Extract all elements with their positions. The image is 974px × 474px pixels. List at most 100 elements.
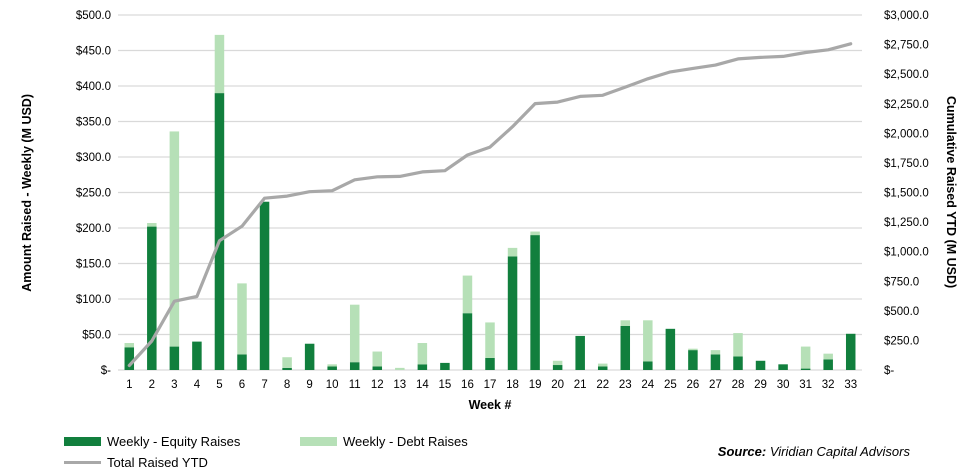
left-axis-tick-labels: $500.0 $450.0 $400.0 $350.0 $300.0 $250.0 $200…: [76, 10, 111, 377]
debt-bar: [282, 357, 292, 368]
svg-text:$200.0: $200.0: [76, 223, 111, 235]
equity-bar: [417, 364, 428, 370]
debt-bar: [237, 283, 247, 355]
svg-text:$250.0: $250.0: [76, 188, 111, 200]
svg-text:3: 3: [171, 379, 177, 391]
equity-bar: [710, 354, 721, 370]
svg-text:25: 25: [664, 379, 677, 391]
svg-text:$3,000.0: $3,000.0: [884, 10, 929, 22]
equity-bar: [440, 362, 450, 370]
debt-bar: [800, 346, 811, 369]
equity-bar: [485, 357, 495, 370]
gridlines: [118, 14, 862, 371]
left-axis-title: Amount Raised - Weekly (M USD): [20, 93, 34, 292]
equity-bar: [800, 368, 811, 370]
svg-text:31: 31: [799, 379, 812, 391]
svg-text:$2,500.0: $2,500.0: [884, 69, 929, 81]
debt-bar: [214, 34, 225, 94]
x-axis-tick-labels: 1 2 3 4 5 6 7 8 9 10 11 12 13 14 15 16 17 18 19 20 21 22 23 24 2…: [126, 379, 857, 391]
debt-swatch-icon: [300, 437, 337, 446]
debt-bar: [620, 320, 631, 326]
svg-text:16: 16: [461, 379, 474, 391]
svg-text:12: 12: [371, 379, 384, 391]
equity-bar: [575, 335, 585, 370]
svg-text:$1,000.0: $1,000.0: [884, 247, 929, 259]
equity-bar: [282, 367, 292, 370]
svg-text:15: 15: [439, 379, 452, 391]
svg-text:$2,750.0: $2,750.0: [884, 40, 929, 52]
ytd-line-swatch-icon: [64, 461, 101, 464]
svg-text:10: 10: [326, 379, 339, 391]
debt-bar: [417, 343, 428, 365]
equity-bar: [237, 354, 247, 370]
debt-bar: [507, 247, 518, 257]
svg-text:9: 9: [306, 379, 312, 391]
ytd-line-series: [127, 42, 853, 368]
svg-text:1: 1: [126, 379, 132, 391]
x-axis-title: Week #: [468, 398, 512, 412]
svg-text:7: 7: [261, 379, 267, 391]
svg-text:6: 6: [239, 379, 245, 391]
svg-text:19: 19: [529, 379, 542, 391]
equity-bar: [823, 359, 833, 370]
debt-bar: [124, 343, 135, 348]
equity-bar: [688, 350, 698, 370]
equity-bar: [552, 365, 563, 370]
svg-text:$450.0: $450.0: [76, 46, 111, 58]
equity-bar: [169, 346, 180, 370]
legend-label-ytd: Total Raised YTD: [107, 455, 208, 470]
legend-item-equity: Weekly - Equity Raises: [64, 434, 240, 449]
equity-bar: [147, 226, 157, 370]
svg-text:$2,250.0: $2,250.0: [884, 99, 929, 111]
equity-swatch-icon: [64, 437, 101, 446]
equity-bar: [620, 325, 631, 370]
debt-bar: [552, 360, 563, 366]
svg-text:17: 17: [484, 379, 497, 391]
legend-label-equity: Weekly - Equity Raises: [107, 434, 241, 449]
debt-bar: [643, 320, 653, 362]
right-axis-title-container: Cumulative Raised YTD (M USD): [938, 15, 964, 370]
debt-bar: [710, 350, 721, 355]
svg-text:$1,500.0: $1,500.0: [884, 188, 929, 200]
svg-text:$500.0: $500.0: [884, 306, 919, 318]
svg-text:33: 33: [844, 379, 857, 391]
equity-bar: [643, 361, 653, 370]
equity-bar: [349, 362, 360, 370]
svg-text:11: 11: [349, 379, 361, 391]
debt-bar: [169, 131, 180, 347]
equity-bars: [124, 93, 856, 370]
svg-text:13: 13: [393, 379, 406, 391]
legend-label-debt: Weekly - Debt Raises: [343, 434, 468, 449]
source-label: Source:: [717, 444, 767, 459]
svg-text:$250.0: $250.0: [884, 335, 919, 347]
right-axis-tick-labels: $3,000.0 $2,750.0 $2,500.0 $2,250.0 $2,000.0…: [884, 10, 929, 377]
svg-text:$500.0: $500.0: [76, 10, 111, 22]
svg-text:$50.0: $50.0: [82, 330, 111, 342]
svg-text:$-: $-: [101, 365, 111, 377]
svg-text:18: 18: [506, 379, 519, 391]
equity-bar: [192, 341, 202, 370]
svg-text:32: 32: [822, 379, 835, 391]
svg-text:30: 30: [777, 379, 790, 391]
right-axis-title: Cumulative Raised YTD (M USD): [944, 96, 958, 289]
debt-bar: [823, 353, 833, 360]
svg-text:14: 14: [416, 379, 429, 391]
equity-bar: [214, 93, 225, 370]
svg-text:$350.0: $350.0: [76, 117, 111, 129]
debt-bar: [462, 275, 473, 314]
svg-text:26: 26: [687, 379, 700, 391]
legend-item-debt: Weekly - Debt Raises: [300, 434, 468, 449]
svg-text:21: 21: [574, 379, 587, 391]
svg-text:20: 20: [551, 379, 564, 391]
svg-text:28: 28: [732, 379, 745, 391]
equity-bar: [778, 364, 788, 370]
equity-bar: [124, 347, 135, 370]
equity-bar: [372, 366, 383, 370]
svg-text:$150.0: $150.0: [76, 259, 111, 271]
left-axis-title-container: Amount Raised - Weekly (M USD): [14, 15, 40, 370]
equity-bar: [597, 366, 608, 370]
legend-item-ytd: Total Raised YTD: [64, 455, 208, 470]
svg-text:24: 24: [641, 379, 654, 391]
equity-bar: [755, 360, 766, 370]
